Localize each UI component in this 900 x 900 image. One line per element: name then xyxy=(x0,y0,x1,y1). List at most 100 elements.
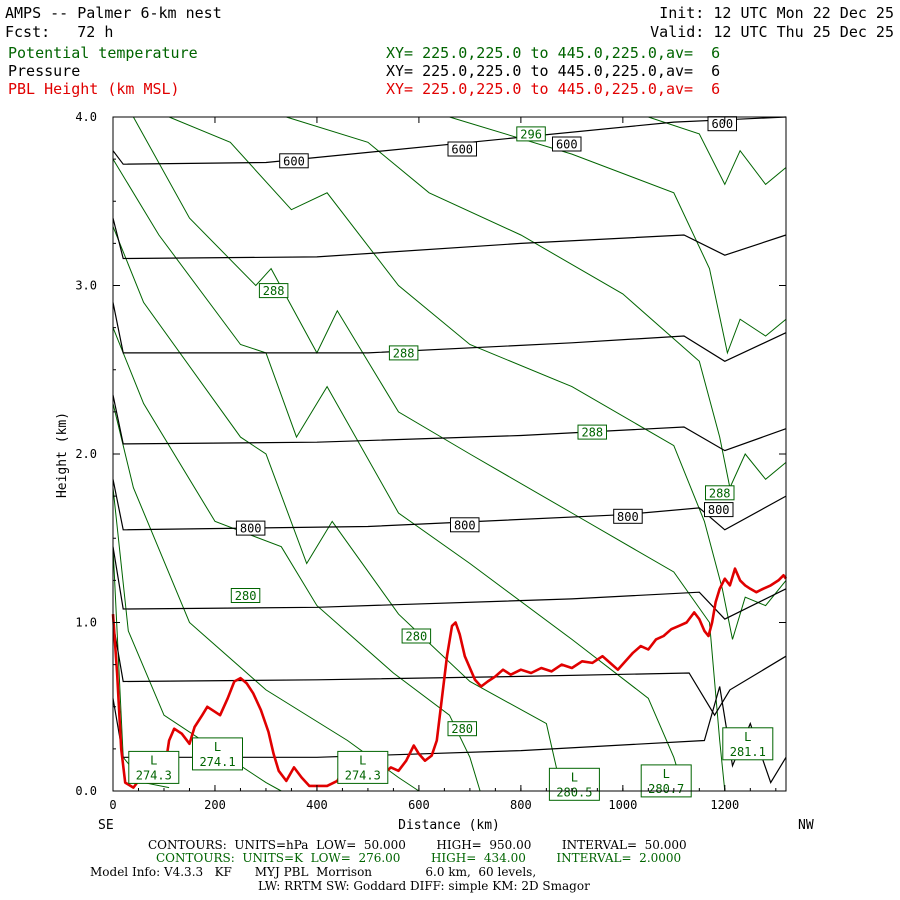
theta-label-box xyxy=(705,485,735,501)
footer-physics: LW: RRTM SW: Goddard DIFF: simple KM: 2D… xyxy=(258,879,590,893)
theta-contour-line xyxy=(112,158,685,792)
x-end-label-left: SE xyxy=(98,818,114,833)
theta-label-box xyxy=(447,721,477,737)
pressure-contour-650 xyxy=(112,217,787,260)
theta-label: 288 xyxy=(263,284,285,298)
theta-minimum-letter: L xyxy=(359,753,366,767)
pressure-contour-600 xyxy=(112,116,787,165)
theta-minimum-box xyxy=(192,737,243,771)
theta-minimum-value: 280.7 xyxy=(648,782,684,796)
pressure-label: 600 xyxy=(711,117,733,131)
theta-label: 296 xyxy=(520,127,542,141)
header-valid: Valid: 12 UTC Thu 25 Dec 25 xyxy=(650,23,894,41)
theta-contour-line xyxy=(112,403,420,792)
footer-model-info: Model Info: V4.3.3 KF MYJ PBL Morrison 6… xyxy=(90,865,537,879)
pressure-label-box xyxy=(447,141,477,157)
field-pressure-name: Pressure xyxy=(8,62,81,80)
pressure-label: 800 xyxy=(240,522,262,536)
theta-label: 288 xyxy=(393,346,415,360)
footer-theta-contours: CONTOURS: UNITS=K LOW= 276.00 HIGH= 434.… xyxy=(156,851,682,865)
theta-label-box xyxy=(401,628,432,644)
theta-contour-line xyxy=(112,226,563,792)
theta-contour-line xyxy=(648,116,787,186)
theta-minimum-box xyxy=(548,767,600,801)
theta-minimum-letter: L xyxy=(214,740,221,754)
pressure-label: 800 xyxy=(617,510,639,524)
theta-minimum-box xyxy=(128,750,180,784)
theta-contours xyxy=(112,116,787,792)
theta-label-box xyxy=(516,126,546,142)
header-title: AMPS -- Palmer 6-km nest xyxy=(5,4,222,22)
y-tick-label: 3.0 xyxy=(75,279,97,293)
theta-minimum-box xyxy=(722,727,774,761)
header-init: Init: 12 UTC Mon 22 Dec 25 xyxy=(659,4,894,22)
theta-minimum-value: 274.3 xyxy=(345,768,381,782)
x-tick-label: 1200 xyxy=(710,798,739,812)
y-axis-title: Height (km) xyxy=(55,412,70,498)
pressure-label-box xyxy=(552,136,582,152)
pressure-label: 800 xyxy=(708,503,730,517)
plot-frame xyxy=(112,116,787,792)
x-tick-label: 1000 xyxy=(608,798,637,812)
axes: 0 200 400 600 800 1000 1200 0.0 1.0 2.0 3.0 4.0 xyxy=(75,110,786,812)
theta-minimum-value: 274.3 xyxy=(136,768,172,782)
theta-label: 280 xyxy=(406,630,428,644)
y-tick-label: 0.0 xyxy=(75,784,97,798)
pressure-contour-900 xyxy=(112,622,787,717)
pressure-label-box xyxy=(450,517,480,533)
pressure-contour-700 xyxy=(112,302,787,362)
theta-label-box xyxy=(388,345,419,361)
x-tick-label: 800 xyxy=(510,798,532,812)
y-tick-label: 4.0 xyxy=(75,110,97,124)
y-tick-label: 1.0 xyxy=(75,616,97,630)
theta-minimum-value: 281.1 xyxy=(730,745,766,759)
pressure-label-box xyxy=(704,502,734,518)
theta-contour-line xyxy=(112,487,282,792)
pressure-label: 600 xyxy=(451,143,473,157)
pressure-label-box xyxy=(613,508,643,524)
theta-minimum-letter: L xyxy=(571,770,578,784)
theta-contour-line xyxy=(168,116,787,640)
pressure-label-box xyxy=(279,153,309,169)
pressure-label: 600 xyxy=(556,138,578,152)
theta-label-box xyxy=(230,588,261,603)
theta-label: 288 xyxy=(709,486,731,500)
header-fcst: Fcst: 72 h xyxy=(5,23,114,41)
pbl-height-series xyxy=(111,567,788,789)
theta-label-box xyxy=(258,283,289,299)
theta-label-box xyxy=(577,424,607,440)
footer-pressure-contours: CONTOURS: UNITS=hPa LOW= 50.000 HIGH= 95… xyxy=(148,838,687,852)
theta-minimum-value: 280.5 xyxy=(556,785,592,799)
field-theta-xy: XY= 225.0,225.0 to 445.0,225.0,av= 6 xyxy=(386,44,721,62)
pressure-label-box xyxy=(235,520,266,536)
pressure-label: 600 xyxy=(283,154,305,168)
pressure-contour-750 xyxy=(112,394,787,452)
y-tick-label: 2.0 xyxy=(75,447,97,461)
x-tick-label: 0 xyxy=(109,798,116,812)
x-end-label-right: NW xyxy=(798,818,814,833)
pressure-contour-850 xyxy=(112,546,787,620)
theta-minimum-box xyxy=(640,764,692,798)
theta-minimum-letter: L xyxy=(744,730,751,744)
x-tick-label: 600 xyxy=(408,798,430,812)
theta-contour-line xyxy=(449,116,787,355)
x-tick-label: 400 xyxy=(306,798,328,812)
theta-label: 280 xyxy=(451,722,473,736)
contour-labels: 600 600 600 600 800 800 800 800 296 288 288 288 288 2… xyxy=(128,116,774,801)
theta-label: 288 xyxy=(581,426,603,440)
theta-minimum-box xyxy=(337,750,389,784)
x-tick-label: 200 xyxy=(204,798,226,812)
theta-minimum-letter: L xyxy=(150,753,157,767)
theta-contour-line xyxy=(286,116,787,490)
theta-contour-line xyxy=(112,327,481,792)
theta-minimum-value: 274.1 xyxy=(199,755,235,769)
theta-contour-line xyxy=(132,116,726,792)
field-pressure-xy: XY= 225.0,225.0 to 445.0,225.0,av= 6 xyxy=(386,62,721,80)
field-pbl-name: PBL Height (km MSL) xyxy=(8,80,180,98)
pressure-contour-800 xyxy=(112,479,787,531)
field-pbl-xy: XY= 225.0,225.0 to 445.0,225.0,av= 6 xyxy=(386,80,721,98)
pbl-height-line xyxy=(111,567,788,789)
theta-minimum-letter: L xyxy=(663,767,670,781)
